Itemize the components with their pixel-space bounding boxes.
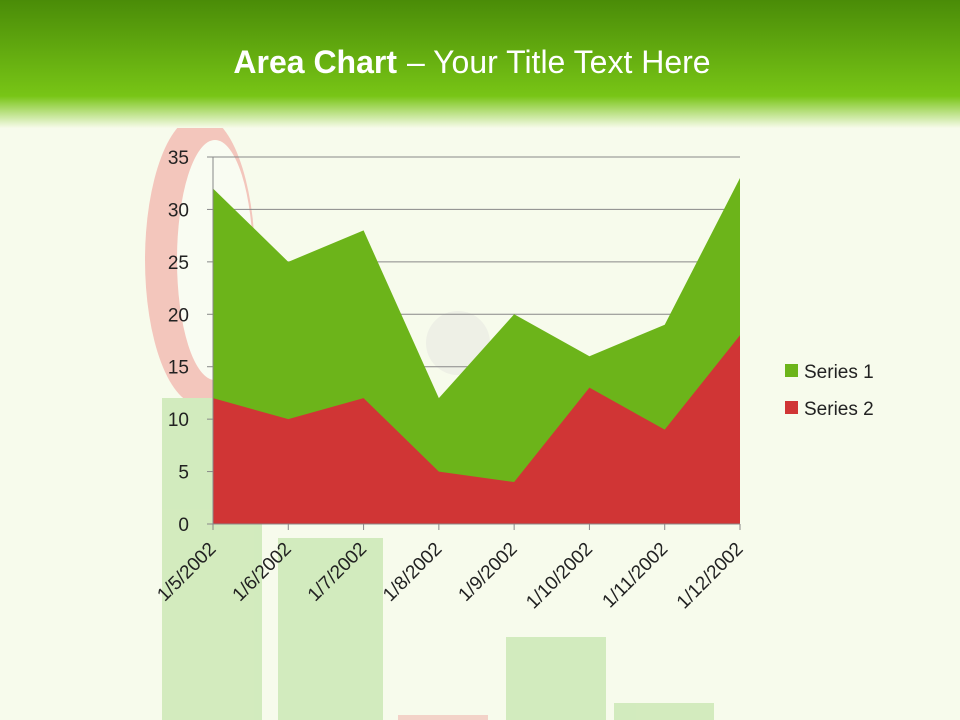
chart-title: Area Chart – Your Title Text Here	[233, 44, 710, 80]
y-tick-label: 20	[168, 305, 189, 326]
y-tick-label: 0	[178, 515, 189, 536]
legend-swatch	[785, 401, 798, 414]
legend-label: Series 2	[804, 399, 874, 420]
legend-label: Series 1	[804, 362, 874, 383]
area	[213, 335, 740, 524]
title-rest: – Your Title Text Here	[407, 44, 711, 80]
y-tick-label: 30	[168, 200, 189, 221]
y-tick-label: 35	[168, 148, 189, 169]
title-bold: Area Chart	[233, 44, 397, 80]
y-tick-label: 10	[168, 410, 189, 431]
y-tick-label: 15	[168, 358, 189, 379]
y-tick-label: 5	[178, 463, 189, 484]
y-tick-label: 25	[168, 253, 189, 274]
header-band	[0, 0, 960, 128]
legend-swatch	[785, 364, 798, 377]
